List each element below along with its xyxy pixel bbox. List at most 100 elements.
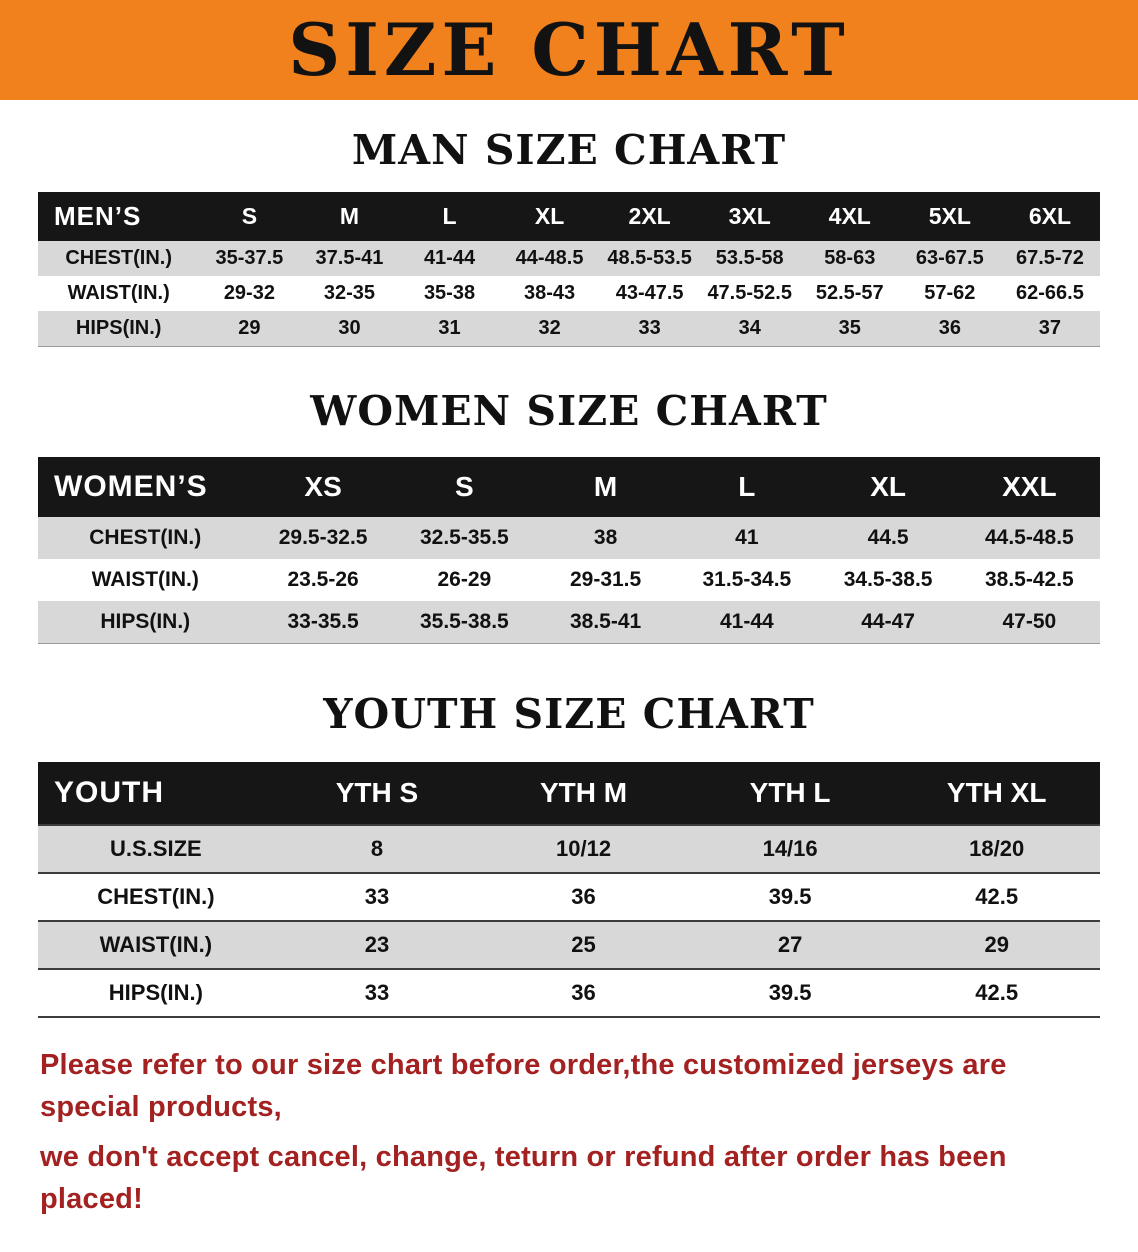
value-cell: 32.5-35.5 xyxy=(419,526,509,549)
value-cell: 29.5-32.5 xyxy=(278,526,368,549)
value-cell: 23.5-26 xyxy=(287,568,359,591)
value-cell: 32-35 xyxy=(323,282,376,304)
column-header-cell: YTH XL xyxy=(893,762,1100,826)
value-cell: 33 xyxy=(364,980,390,1005)
table-row: U.S.SIZE 8 10/12 14/16 18/20 xyxy=(38,825,1100,873)
column-header-cell: XL xyxy=(499,192,600,241)
value-cell: 34 xyxy=(738,317,761,339)
table-title-cell: WOMEN’S xyxy=(38,457,253,517)
row-label-cell: WAIST(IN.) xyxy=(91,568,199,591)
value-cell: 62-66.5 xyxy=(1016,282,1084,304)
value-cell: 47-50 xyxy=(1002,610,1057,633)
value-cell: 48.5-53.5 xyxy=(607,247,692,269)
value-cell: 52.5-57 xyxy=(815,282,884,304)
value-cell: 37 xyxy=(1038,317,1062,339)
value-cell: 36 xyxy=(571,884,596,909)
value-cell: 38 xyxy=(593,526,618,549)
value-cell: 39.5 xyxy=(768,980,812,1005)
value-cell: 44.5-48.5 xyxy=(984,526,1074,549)
column-header-cell: M xyxy=(299,192,400,241)
value-cell: 63-67.5 xyxy=(915,247,984,269)
womens-size-chart-section: WOMEN SIZE CHART WOMEN’S XS S M L XL XXL CHEST(I… xyxy=(0,387,1138,644)
value-cell: 35 xyxy=(838,317,861,339)
mens-size-chart-section: MAN SIZE CHART MEN’S S M L XL 2XL 3XL 4XL 5XL 6XL C… xyxy=(0,126,1138,347)
value-cell: 18/20 xyxy=(969,836,1025,861)
value-cell: 33 xyxy=(364,884,390,909)
table-row: WAIST(IN.) 29-32 32-35 35-38 38-43 43-47.5 47.… xyxy=(38,276,1100,311)
value-cell: 37.5-41 xyxy=(315,247,384,269)
mens-table: MEN’S S M L XL 2XL 3XL 4XL 5XL 6XL CHEST(IN.) 35-37… xyxy=(38,192,1100,347)
table-title-cell: MEN’S xyxy=(38,192,200,241)
column-header-cell: YTH S xyxy=(273,762,481,826)
table-body: CHEST(IN.) 29.5-32.5 32.5-35.5 38 41 44.5 44.5… xyxy=(38,517,1100,644)
row-label-cell: WAIST(IN.) xyxy=(99,932,213,957)
value-cell: 14/16 xyxy=(762,836,818,861)
table-title-cell: YOUTH xyxy=(38,762,274,826)
youth-table: YOUTH YTH S YTH M YTH L YTH XL U.S.SIZE 8 10/12… xyxy=(38,762,1100,1018)
value-cell: 27 xyxy=(777,932,803,957)
value-cell: 31 xyxy=(438,317,461,339)
column-header-cell: 3XL xyxy=(699,192,800,241)
value-cell: 25 xyxy=(571,932,596,957)
table-row: HIPS(IN.) 33-35.5 35.5-38.5 38.5-41 41-44 44-… xyxy=(38,601,1100,644)
womens-table: WOMEN’S XS S M L XL XXL CHEST(IN.) 29.5-32.5 32.5… xyxy=(38,457,1100,644)
column-header-cell: S xyxy=(393,457,535,517)
disclaimer-line-2: we don't accept cancel, change, teturn o… xyxy=(40,1141,1007,1216)
value-cell: 58-63 xyxy=(824,247,876,269)
value-cell: 36 xyxy=(571,980,596,1005)
value-cell: 32 xyxy=(538,317,561,339)
value-cell: 42.5 xyxy=(975,884,1019,909)
disclaimer-line-1: Please refer to our size chart before or… xyxy=(40,1049,1007,1124)
value-cell: 26-29 xyxy=(437,568,492,591)
column-header-cell: XL xyxy=(817,457,959,517)
table-row: CHEST(IN.) 33 36 39.5 42.5 xyxy=(38,873,1100,921)
column-header-cell: M xyxy=(534,457,677,517)
value-cell: 44-48.5 xyxy=(515,247,584,269)
value-cell: 53.5-58 xyxy=(715,247,784,269)
value-cell: 67.5-72 xyxy=(1016,247,1084,269)
column-header-cell: XS xyxy=(252,457,394,517)
youth-section-heading: YOUTH SIZE CHART xyxy=(323,690,815,738)
column-header-cell: YTH L xyxy=(686,762,894,826)
value-cell: 47.5-52.5 xyxy=(707,282,792,304)
row-label-cell: CHEST(IN.) xyxy=(97,884,215,909)
header-row: YOUTH YTH S YTH M YTH L YTH XL xyxy=(38,762,1100,826)
value-cell: 38.5-41 xyxy=(569,610,642,633)
value-cell: 36 xyxy=(938,317,961,339)
column-header-cell: S xyxy=(199,192,300,241)
table-row: HIPS(IN.) 29 30 31 32 33 34 35 36 37 xyxy=(38,311,1100,347)
value-cell: 41 xyxy=(735,526,759,549)
disclaimer: Please refer to our size chart before or… xyxy=(0,1018,1138,1252)
column-header-cell: 6XL xyxy=(999,192,1100,241)
value-cell: 23 xyxy=(364,932,390,957)
column-header-cell: XXL xyxy=(958,457,1100,517)
value-cell: 34.5-38.5 xyxy=(843,568,933,591)
value-cell: 42.5 xyxy=(975,980,1019,1005)
table-row: WAIST(IN.) 23.5-26 26-29 29-31.5 31.5-34.5 34… xyxy=(38,559,1100,601)
value-cell: 29 xyxy=(238,317,261,339)
banner: SIZE CHART xyxy=(0,0,1138,100)
row-label-cell: U.S.SIZE xyxy=(110,836,202,861)
column-header-cell: 5XL xyxy=(899,192,1000,241)
sections: MAN SIZE CHART MEN’S S M L XL 2XL 3XL 4XL 5XL 6XL C… xyxy=(0,126,1138,1018)
value-cell: 29 xyxy=(984,932,1009,957)
value-cell: 35-38 xyxy=(423,282,476,304)
value-cell: 39.5 xyxy=(768,884,812,909)
value-cell: 10/12 xyxy=(556,836,612,861)
column-header-cell: 2XL xyxy=(599,192,700,241)
header-row: MEN’S S M L XL 2XL 3XL 4XL 5XL 6XL xyxy=(38,192,1100,241)
row-label-cell: HIPS(IN.) xyxy=(108,980,203,1005)
value-cell: 38.5-42.5 xyxy=(984,568,1074,591)
table-row: CHEST(IN.) 35-37.5 37.5-41 41-44 44-48.5 48.5… xyxy=(38,241,1100,276)
value-cell: 29-32 xyxy=(223,282,275,304)
table-row: WAIST(IN.) 23 25 27 29 xyxy=(38,921,1100,969)
header-row: WOMEN’S XS S M L XL XXL xyxy=(38,457,1100,517)
table-head: YOUTH YTH S YTH M YTH L YTH XL xyxy=(38,762,1100,826)
column-header-cell: L xyxy=(676,457,818,517)
column-header-cell: L xyxy=(399,192,500,241)
value-cell: 31.5-34.5 xyxy=(702,568,792,591)
value-cell: 43-47.5 xyxy=(615,282,684,304)
table-body: CHEST(IN.) 35-37.5 37.5-41 41-44 44-48.5 48.5… xyxy=(38,241,1100,347)
value-cell: 29-31.5 xyxy=(569,568,642,591)
